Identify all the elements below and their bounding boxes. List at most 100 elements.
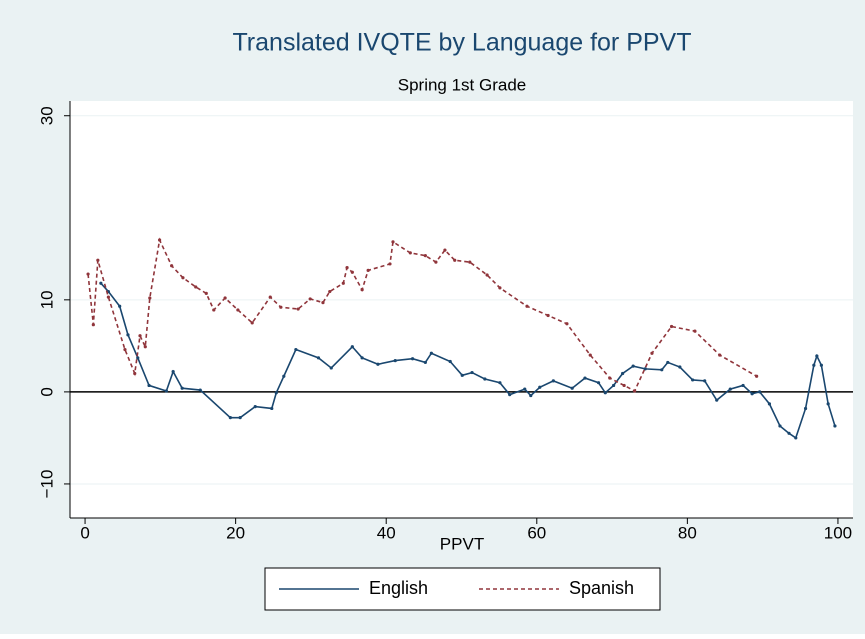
point bbox=[294, 347, 298, 352]
point bbox=[164, 389, 168, 393]
point bbox=[180, 386, 184, 390]
point bbox=[198, 388, 202, 392]
point bbox=[253, 405, 257, 409]
point bbox=[236, 308, 240, 312]
point bbox=[341, 281, 345, 285]
x-tick-label: 100 bbox=[824, 523, 852, 542]
point bbox=[434, 260, 438, 264]
legend-label: Spanish bbox=[569, 578, 634, 598]
point bbox=[106, 295, 110, 299]
point bbox=[136, 356, 140, 360]
point bbox=[621, 371, 625, 376]
y-tick-label: 0 bbox=[37, 387, 56, 396]
point bbox=[350, 345, 354, 349]
point bbox=[523, 387, 527, 391]
point bbox=[410, 357, 415, 361]
point bbox=[308, 297, 312, 301]
point bbox=[157, 238, 162, 242]
point bbox=[345, 266, 349, 270]
x-tick-label: 20 bbox=[226, 523, 245, 542]
point bbox=[787, 431, 791, 435]
point bbox=[296, 307, 300, 311]
point bbox=[669, 324, 674, 329]
point bbox=[268, 295, 272, 299]
point bbox=[660, 368, 664, 372]
point bbox=[212, 308, 216, 312]
point bbox=[123, 347, 127, 352]
y-tick-label: 10 bbox=[37, 290, 56, 309]
point bbox=[833, 424, 837, 428]
point bbox=[423, 360, 427, 365]
point bbox=[204, 291, 208, 295]
point bbox=[608, 376, 612, 380]
point bbox=[693, 329, 697, 333]
point bbox=[650, 351, 654, 355]
point bbox=[429, 351, 433, 355]
point bbox=[603, 391, 607, 395]
point bbox=[170, 264, 174, 268]
point bbox=[96, 258, 100, 262]
point bbox=[282, 374, 286, 378]
chart-subtitle: Spring 1st Grade bbox=[398, 75, 527, 94]
point bbox=[250, 321, 254, 325]
x-tick-label: 80 bbox=[678, 523, 697, 542]
point bbox=[350, 270, 354, 274]
chart-title: Translated IVQTE by Language for PPVT bbox=[232, 29, 691, 57]
point bbox=[570, 386, 574, 390]
point bbox=[223, 296, 227, 300]
point bbox=[171, 370, 175, 374]
point bbox=[529, 393, 533, 398]
point bbox=[443, 248, 447, 252]
point bbox=[147, 383, 151, 388]
point bbox=[691, 378, 695, 382]
point bbox=[728, 387, 732, 391]
point bbox=[321, 300, 325, 305]
point bbox=[274, 391, 278, 395]
point bbox=[622, 383, 626, 388]
point bbox=[99, 281, 103, 285]
point bbox=[538, 385, 542, 389]
point bbox=[360, 288, 364, 292]
point bbox=[393, 358, 397, 363]
point bbox=[826, 402, 830, 406]
point bbox=[631, 364, 635, 368]
point bbox=[583, 376, 587, 380]
point bbox=[596, 381, 601, 385]
point bbox=[91, 323, 95, 327]
x-tick-label: 60 bbox=[527, 523, 546, 542]
point bbox=[238, 416, 242, 420]
point bbox=[794, 436, 798, 440]
point bbox=[468, 260, 472, 264]
point bbox=[666, 360, 670, 365]
point bbox=[453, 258, 457, 262]
point bbox=[181, 276, 185, 280]
point bbox=[329, 366, 333, 370]
series-line bbox=[100, 282, 836, 440]
point bbox=[588, 353, 592, 357]
point bbox=[803, 406, 808, 411]
point bbox=[546, 313, 550, 318]
point bbox=[126, 333, 130, 337]
point bbox=[758, 390, 762, 394]
point bbox=[551, 379, 555, 383]
point bbox=[118, 304, 122, 308]
point bbox=[423, 254, 427, 258]
point bbox=[483, 377, 487, 381]
point bbox=[448, 359, 452, 364]
point bbox=[270, 406, 274, 411]
point bbox=[366, 268, 370, 272]
point bbox=[133, 371, 137, 376]
x-axis-label: PPVT bbox=[440, 534, 484, 553]
point bbox=[485, 273, 489, 277]
point bbox=[388, 262, 392, 266]
point bbox=[767, 402, 772, 406]
point bbox=[815, 354, 819, 358]
point bbox=[470, 370, 474, 375]
point bbox=[194, 285, 198, 289]
y-tick-label: −10 bbox=[37, 470, 56, 499]
point bbox=[778, 424, 782, 428]
point bbox=[498, 381, 502, 385]
point bbox=[633, 389, 637, 393]
point bbox=[750, 392, 754, 396]
